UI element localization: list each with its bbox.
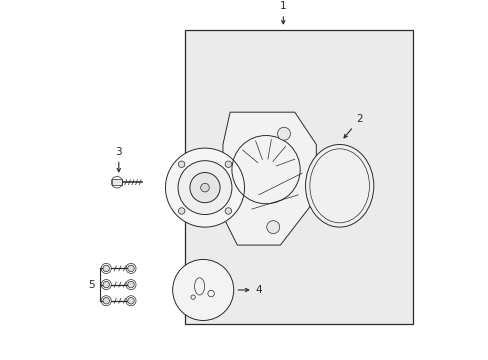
Circle shape — [178, 161, 184, 167]
Text: 1: 1 — [280, 1, 286, 24]
Circle shape — [178, 161, 231, 215]
Circle shape — [224, 208, 231, 214]
Ellipse shape — [305, 144, 373, 227]
Text: 2: 2 — [344, 114, 362, 138]
Text: 5: 5 — [88, 280, 95, 289]
Circle shape — [172, 260, 233, 320]
Circle shape — [103, 265, 109, 272]
Text: 3: 3 — [115, 147, 122, 172]
Circle shape — [189, 172, 220, 203]
Circle shape — [200, 183, 209, 192]
Circle shape — [127, 265, 134, 272]
Bar — [112, 179, 122, 185]
Circle shape — [127, 282, 134, 288]
Circle shape — [103, 282, 109, 288]
Polygon shape — [223, 112, 316, 245]
Circle shape — [277, 127, 290, 140]
Ellipse shape — [309, 149, 369, 223]
Circle shape — [178, 208, 184, 214]
Circle shape — [224, 161, 231, 167]
Circle shape — [165, 148, 244, 227]
Circle shape — [103, 297, 109, 304]
Circle shape — [266, 221, 279, 234]
Bar — [185, 30, 412, 324]
Circle shape — [127, 297, 134, 304]
Text: 4: 4 — [238, 285, 262, 295]
